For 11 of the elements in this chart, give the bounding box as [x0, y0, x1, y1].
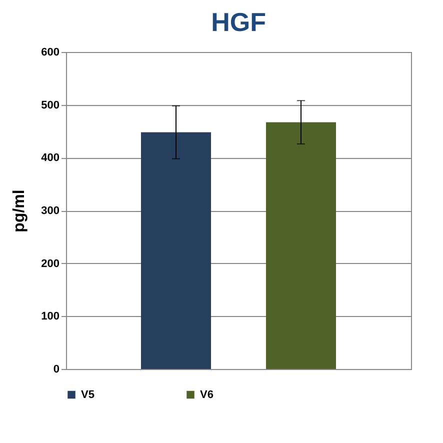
- y-tick-label: 600: [41, 46, 60, 58]
- legend-label: V6: [200, 388, 214, 401]
- y-tick-label: 200: [41, 258, 60, 270]
- y-axis-title: pg/ml: [11, 190, 28, 232]
- legend-label: V5: [81, 388, 94, 401]
- y-tick-label: 0: [53, 364, 60, 376]
- y-tick-label: 500: [41, 99, 60, 112]
- y-tick-label: 100: [41, 310, 60, 323]
- y-tick-label: 300: [41, 205, 60, 217]
- y-tick-label: 400: [41, 152, 60, 164]
- chart-title: HGF: [211, 7, 266, 37]
